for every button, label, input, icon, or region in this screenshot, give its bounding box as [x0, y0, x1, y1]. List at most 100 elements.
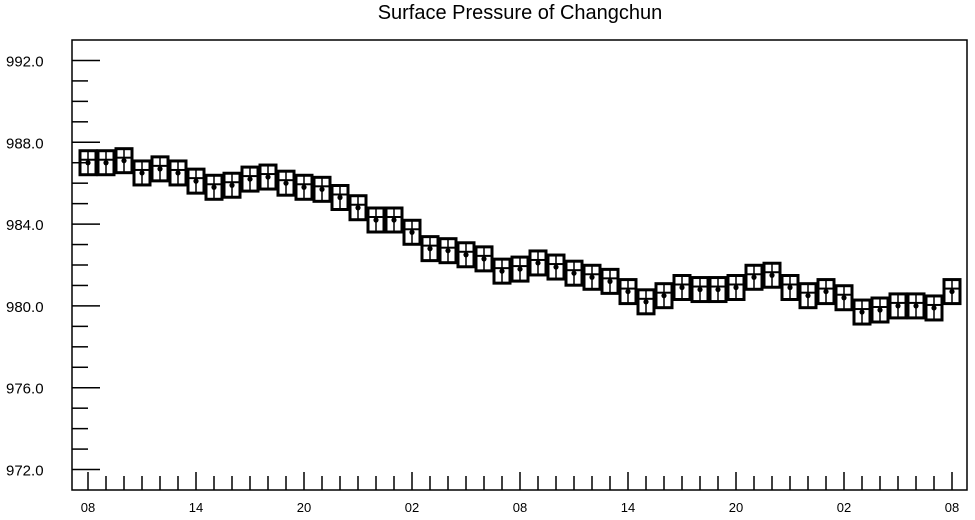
data-point — [456, 241, 476, 269]
marker-dot — [85, 160, 91, 166]
data-point — [204, 173, 224, 201]
x-tick-label: 14 — [189, 500, 203, 515]
marker-dot — [157, 166, 163, 172]
marker-dot — [427, 246, 433, 252]
marker-dot — [895, 303, 901, 309]
marker-dot — [301, 184, 307, 190]
marker-dot — [463, 252, 469, 258]
marker-dot — [607, 278, 613, 284]
data-point — [474, 245, 494, 273]
data-point — [798, 282, 818, 310]
marker-dot — [841, 295, 847, 301]
marker-dot — [715, 286, 721, 293]
data-point — [186, 167, 206, 195]
marker-dot — [913, 303, 919, 309]
data-markers — [78, 147, 962, 326]
marker-dot — [373, 217, 379, 223]
marker-dot — [859, 309, 865, 315]
marker-dot — [517, 266, 523, 272]
chart-title: Surface Pressure of Changchun — [377, 2, 663, 24]
data-point — [312, 175, 332, 203]
marker-dot — [337, 194, 343, 201]
marker-dot — [121, 158, 127, 164]
data-point — [78, 149, 98, 177]
marker-dot — [175, 170, 181, 176]
x-tick-label: 14 — [621, 500, 635, 515]
data-point — [690, 276, 710, 304]
marker-dot — [193, 178, 199, 184]
data-point — [924, 294, 944, 322]
marker-dot — [877, 307, 883, 313]
y-tick-label: 976.0 — [6, 381, 44, 398]
data-point — [348, 194, 368, 222]
data-point — [834, 284, 854, 312]
data-point — [600, 267, 620, 295]
x-tick-label: 02 — [837, 500, 851, 515]
data-point — [294, 173, 314, 201]
marker-dot — [139, 170, 145, 176]
y-tick-label: 984.0 — [6, 217, 44, 234]
marker-dot — [535, 260, 541, 266]
marker-dot — [319, 186, 325, 192]
data-point — [726, 274, 746, 301]
data-point — [636, 288, 656, 316]
y-tick-label: 988.0 — [6, 135, 44, 152]
marker-dot — [229, 182, 235, 188]
y-tick-label: 992.0 — [6, 53, 44, 70]
marker-dot — [391, 217, 397, 223]
marker-dot — [445, 248, 451, 254]
marker-dot — [211, 184, 217, 190]
data-point — [618, 278, 638, 306]
data-point — [744, 263, 764, 291]
data-point — [582, 263, 602, 291]
data-point — [438, 237, 458, 265]
y-tick-label: 972.0 — [6, 463, 44, 480]
data-point — [492, 257, 512, 285]
marker-dot — [103, 160, 109, 166]
marker-dot — [751, 274, 757, 280]
data-point — [780, 274, 800, 301]
x-tick-label: 20 — [297, 500, 311, 515]
data-point — [150, 155, 170, 183]
marker-dot — [553, 264, 559, 270]
data-point — [222, 171, 242, 199]
x-tick-label: 20 — [729, 500, 743, 515]
marker-dot — [733, 284, 739, 291]
data-point — [258, 163, 278, 191]
x-axis: 08 14 20 02 08 14 20 02 08 — [81, 472, 959, 515]
marker-dot — [481, 256, 487, 262]
data-point — [942, 278, 962, 306]
data-point — [546, 253, 566, 281]
data-point — [906, 292, 926, 320]
y-tick-label: 980.0 — [6, 299, 44, 316]
x-tick-label: 08 — [513, 500, 527, 515]
data-point — [330, 184, 350, 211]
x-tick-label: 08 — [81, 500, 95, 515]
data-point — [384, 206, 404, 234]
marker-dot — [769, 272, 775, 278]
marker-dot — [283, 180, 289, 186]
marker-dot — [823, 288, 829, 295]
data-point — [132, 159, 152, 187]
marker-dot — [931, 305, 937, 311]
marker-dot — [409, 229, 415, 235]
data-point — [276, 169, 296, 197]
data-point — [402, 218, 422, 246]
marker-dot — [499, 268, 505, 274]
data-point — [168, 159, 188, 187]
marker-dot — [949, 288, 955, 295]
data-point — [888, 292, 908, 320]
marker-dot — [589, 274, 595, 280]
marker-dot — [697, 286, 703, 293]
x-tick-label: 02 — [405, 500, 419, 515]
data-point — [816, 278, 836, 306]
data-point — [762, 261, 782, 289]
marker-dot — [247, 176, 253, 182]
marker-dot — [625, 288, 631, 295]
data-point — [96, 149, 116, 177]
marker-dot — [571, 270, 577, 276]
marker-dot — [787, 284, 793, 291]
y-axis: 992.0 988.0 984.0 980.0 976.0 972.0 — [6, 53, 100, 480]
